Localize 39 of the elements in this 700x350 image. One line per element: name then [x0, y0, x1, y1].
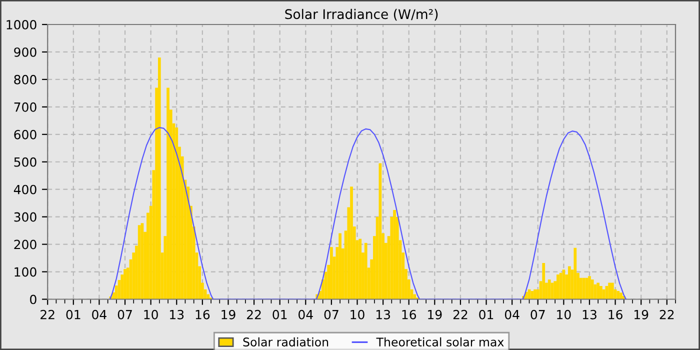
x-tick-label: 13 — [170, 310, 184, 320]
x-tick-label: 16 — [196, 310, 210, 320]
y-tick-label: 100 — [14, 267, 36, 277]
x-tick-label: 22 — [453, 310, 468, 320]
chart-title: Solar Irradiance (W/m²) — [285, 8, 438, 21]
x-tick-label: 19 — [634, 310, 648, 320]
y-tick-label: 700 — [14, 102, 36, 112]
x-tick-label: 22 — [660, 310, 674, 320]
legend-label: Theoretical solar max — [376, 337, 504, 346]
x-tick-label: 22 — [246, 310, 261, 320]
x-tick-label: 16 — [608, 310, 622, 320]
y-tick-label: 0 — [30, 294, 36, 304]
x-tick-label: 16 — [402, 310, 416, 320]
x-tick-label: 13 — [582, 310, 596, 320]
y-tick-label: 200 — [14, 240, 36, 250]
y-tick-label: 1000 — [6, 20, 36, 30]
x-tick-label: 19 — [222, 310, 236, 320]
y-tick-label: 500 — [14, 157, 36, 167]
x-tick-label: 19 — [428, 310, 442, 320]
x-tick-label: 07 — [324, 310, 338, 320]
x-tick-label: 10 — [144, 310, 158, 320]
x-tick-label: 01 — [479, 310, 494, 320]
y-tick-label: 800 — [14, 74, 36, 84]
y-tick-label: 300 — [14, 212, 36, 222]
legend-label: Solar radiation — [243, 337, 328, 346]
x-tick-label: 01 — [66, 310, 80, 320]
x-tick-label: 04 — [298, 310, 313, 320]
x-tick-label: 04 — [504, 310, 520, 320]
x-tick-label: 13 — [376, 310, 390, 320]
y-tick-label: 900 — [14, 47, 36, 57]
x-tick-label: 22 — [40, 310, 54, 320]
y-tick-label: 600 — [14, 130, 36, 140]
x-tick-label: 10 — [557, 310, 571, 320]
x-tick-label: 04 — [92, 310, 106, 320]
y-tick-label: 400 — [14, 184, 36, 194]
x-tick-label: 07 — [530, 310, 545, 320]
x-tick-label: 10 — [350, 310, 364, 320]
x-tick-label: 07 — [118, 310, 132, 320]
x-tick-label: 01 — [272, 310, 287, 320]
